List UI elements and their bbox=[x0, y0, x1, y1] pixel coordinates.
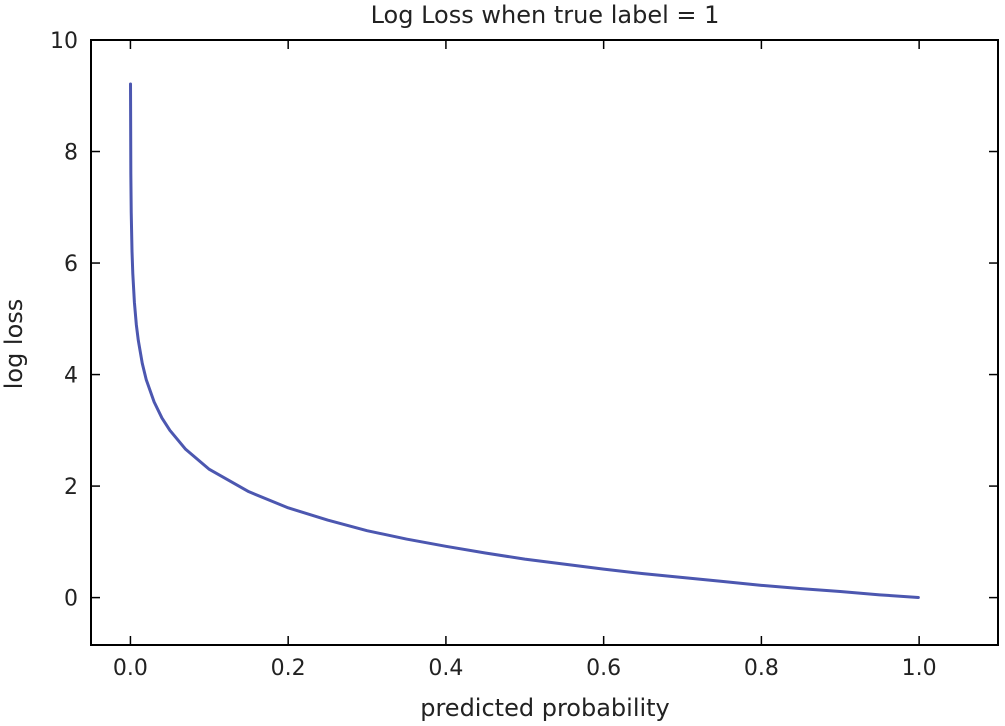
x-tick-label: 0.4 bbox=[428, 656, 463, 681]
y-axis-label: log loss bbox=[0, 299, 28, 390]
y-tick-label: 2 bbox=[64, 475, 78, 500]
y-tick-label: 4 bbox=[64, 364, 78, 389]
x-tick-label: 1.0 bbox=[902, 656, 937, 681]
series-line-0 bbox=[129, 82, 920, 600]
chart-title: Log Loss when true label = 1 bbox=[371, 1, 720, 29]
x-tick-label: 0.8 bbox=[744, 656, 779, 681]
x-tick-label: 0.2 bbox=[271, 656, 306, 681]
y-tick-label: 8 bbox=[64, 141, 78, 166]
x-axis-label: predicted probability bbox=[420, 694, 670, 722]
x-tick-label: 0.6 bbox=[586, 656, 621, 681]
y-tick-label: 0 bbox=[64, 587, 78, 612]
y-tick-label: 10 bbox=[50, 29, 78, 54]
x-tick-label: 0.0 bbox=[113, 656, 148, 681]
plot-area: 0.0 0.2 0.4 0.6 0.8 1.0 0 2 4 6 8 10 bbox=[50, 29, 999, 681]
y-tick-label: 6 bbox=[64, 252, 78, 277]
plot-frame bbox=[90, 39, 999, 646]
